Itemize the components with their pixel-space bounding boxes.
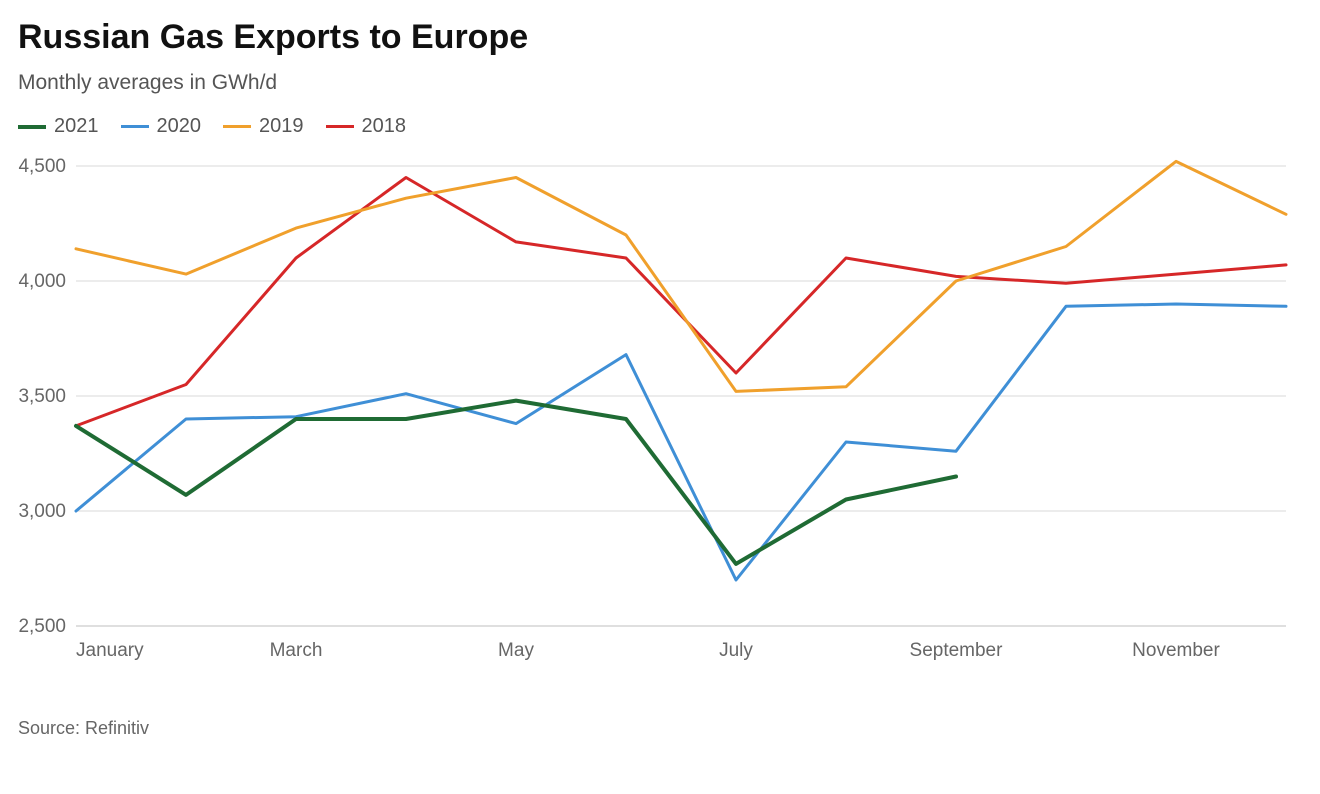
legend-item-2019: 2019 <box>223 115 304 138</box>
legend-label-2019: 2019 <box>259 115 304 138</box>
y-tick-label: 3,500 <box>18 386 66 407</box>
x-tick-label: November <box>1132 640 1220 661</box>
y-tick-label: 2,500 <box>18 616 66 637</box>
legend-swatch-2018 <box>326 125 354 128</box>
legend-item-2021: 2021 <box>18 115 99 138</box>
x-tick-label: May <box>498 640 534 661</box>
x-tick-label: January <box>76 640 144 661</box>
chart-title: Russian Gas Exports to Europe <box>18 18 1302 57</box>
x-tick-label: March <box>270 640 323 661</box>
chart-subtitle: Monthly averages in GWh/d <box>18 71 1302 95</box>
legend-swatch-2020 <box>121 125 149 128</box>
series-2020 <box>76 304 1286 580</box>
legend-swatch-2019 <box>223 125 251 128</box>
source-text: Source: Refinitiv <box>18 718 1302 739</box>
x-tick-label: July <box>719 640 753 661</box>
legend-label-2020: 2020 <box>157 115 202 138</box>
y-tick-label: 4,500 <box>18 156 66 177</box>
y-tick-label: 3,000 <box>18 501 66 522</box>
x-tick-label: September <box>910 640 1004 661</box>
legend-swatch-2021 <box>18 125 46 129</box>
legend-label-2018: 2018 <box>362 115 407 138</box>
legend: 2021 2020 2019 2018 <box>18 115 1302 138</box>
y-tick-label: 4,000 <box>18 271 66 292</box>
legend-item-2018: 2018 <box>326 115 407 138</box>
legend-item-2020: 2020 <box>121 115 202 138</box>
series-2019 <box>76 161 1286 391</box>
legend-label-2021: 2021 <box>54 115 99 138</box>
series-2018 <box>76 178 1286 426</box>
line-chart: 2,500 3,000 3,500 4,000 4,500 January March May… <box>18 156 1302 676</box>
